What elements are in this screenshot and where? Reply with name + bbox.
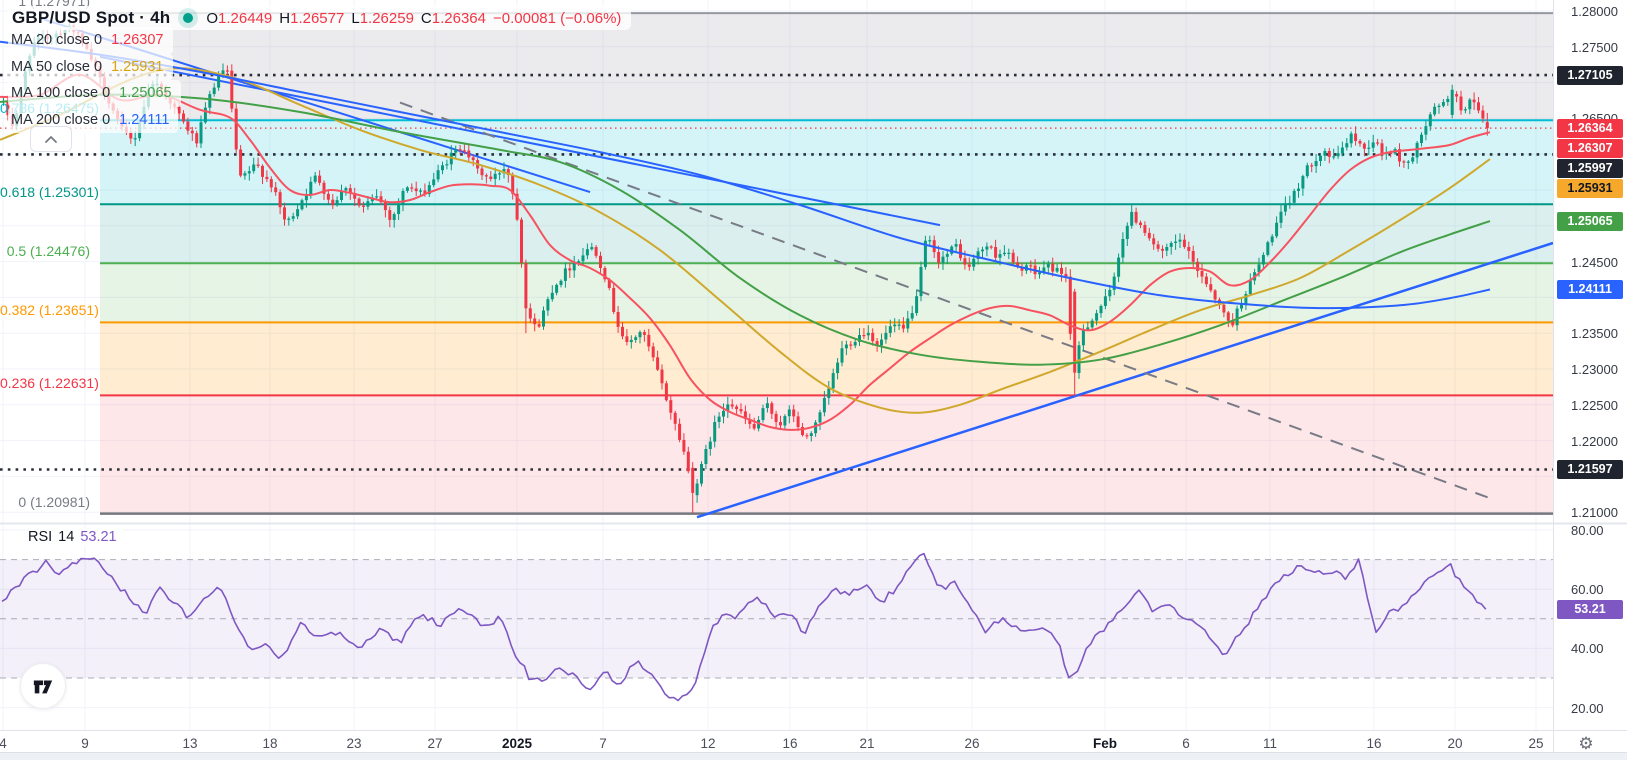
ma-legend-label: MA 20 close 0 bbox=[11, 32, 103, 49]
time-axis-label: 16 bbox=[782, 736, 798, 751]
price-axis-badge: 1.26364 bbox=[1557, 118, 1623, 138]
fib-level-label: 0.5 (1.24476) bbox=[6, 243, 90, 260]
time-axis-label: 26 bbox=[964, 736, 980, 751]
price-axis-label: 1.22500 bbox=[1571, 397, 1618, 413]
time-axis-label: 12 bbox=[700, 736, 716, 751]
price-axis-badge: 1.26307 bbox=[1557, 138, 1623, 158]
price-axis-badge: 1.25931 bbox=[1557, 178, 1623, 198]
ma-legend: MA 20 close 0 1.26307 MA 50 close 0 1.25931… bbox=[8, 27, 181, 134]
close-label: C bbox=[420, 9, 432, 27]
rsi-indicator-row[interactable]: RSI 14 53.21 bbox=[28, 528, 123, 546]
rsi-value: 53.21 bbox=[80, 529, 117, 545]
time-axis-label: 2025 bbox=[501, 736, 533, 751]
time-axis-label: 27 bbox=[427, 736, 443, 751]
price-axis-badge: 1.25065 bbox=[1557, 211, 1623, 231]
ma-legend-value: 1.25065 bbox=[119, 85, 172, 102]
ohlc-readout: O1.26449 H1.26577 L1.26259 C1.26364 −0.0… bbox=[206, 10, 621, 27]
bottom-edge-strip bbox=[0, 752, 1627, 760]
fib-level-label: 1 (1.27971) bbox=[18, 0, 90, 10]
price-axis-label: 1.24500 bbox=[1571, 254, 1618, 270]
fib-level-label: 0.618 (1.25301) bbox=[0, 184, 99, 201]
ma-legend-row[interactable]: MA 50 close 0 1.25931 bbox=[8, 53, 173, 81]
fib-level-label: 0.236 (1.22631) bbox=[0, 375, 99, 392]
time-axis-label: 25 bbox=[1528, 736, 1544, 751]
price-axis-label: 1.22000 bbox=[1571, 433, 1618, 449]
rsi-axis-badge: 53.21 bbox=[1557, 599, 1623, 619]
time-axis-label: Feb bbox=[1092, 736, 1117, 751]
tradingview-logo[interactable] bbox=[20, 663, 66, 709]
time-axis-label: 7 bbox=[599, 736, 607, 751]
time-axis-label: 18 bbox=[262, 736, 278, 751]
high-value: 1.26577 bbox=[290, 9, 345, 27]
symbol-name: GBP/USD Spot bbox=[12, 8, 135, 27]
open-value: 1.26449 bbox=[218, 9, 273, 27]
chart-header: GBP/USD Spot · 4h O1.26449 H1.26577 L1.2… bbox=[8, 6, 632, 30]
time-axis-label: 16 bbox=[1366, 736, 1382, 751]
interval-label[interactable]: 4h bbox=[150, 8, 171, 27]
price-axis-label: 1.21000 bbox=[1571, 505, 1618, 521]
ma-legend-value: 1.25931 bbox=[111, 58, 164, 75]
price-axis-label: 1.23000 bbox=[1571, 362, 1618, 377]
tradingview-logo-icon bbox=[33, 680, 53, 694]
fib-level-label: 0 (1.20981) bbox=[18, 493, 90, 510]
price-axis-badge: 1.27105 bbox=[1557, 65, 1623, 85]
rsi-axis-label: 40.00 bbox=[1571, 641, 1604, 657]
price-axis-badge: 1.25997 bbox=[1557, 158, 1623, 178]
symbol-interval-separator: · bbox=[139, 8, 146, 27]
rsi-axis-label: 60.00 bbox=[1571, 582, 1604, 598]
rsi-axis-label: 20.00 bbox=[1571, 700, 1604, 716]
symbol-title[interactable]: GBP/USD Spot · 4h bbox=[12, 8, 170, 28]
ma-legend-value: 1.26307 bbox=[111, 32, 164, 49]
close-value: 1.26364 bbox=[431, 9, 486, 27]
change-value: −0.00081 (−0.06%) bbox=[493, 9, 622, 27]
time-axis-label: 20 bbox=[1447, 736, 1463, 751]
ma-legend-row[interactable]: MA 100 close 0 1.25065 bbox=[8, 80, 181, 107]
chevron-up-icon bbox=[45, 135, 57, 143]
low-label: L bbox=[351, 9, 360, 27]
high-label: H bbox=[279, 9, 291, 27]
time-axis-label: 13 bbox=[182, 736, 198, 751]
time-axis-label: 9 bbox=[81, 736, 89, 751]
time-axis-label: 6 bbox=[1182, 736, 1190, 751]
price-axis-label: 1.23500 bbox=[1571, 326, 1618, 342]
ma-legend-label: MA 50 close 0 bbox=[11, 58, 103, 75]
price-axis-badge: 1.21597 bbox=[1557, 459, 1623, 479]
low-value: 1.26259 bbox=[359, 9, 414, 27]
rsi-axis-label: 80.00 bbox=[1571, 523, 1604, 538]
ma-legend-label: MA 200 close 0 bbox=[11, 112, 111, 129]
price-axis-label: 1.28000 bbox=[1571, 4, 1618, 19]
price-axis-badge: 1.24111 bbox=[1557, 279, 1623, 299]
fib-level-label: 0.382 (1.23651) bbox=[0, 302, 99, 319]
time-axis-label: 11 bbox=[1262, 736, 1277, 751]
time-axis-label: 4 bbox=[0, 736, 7, 751]
rsi-name: RSI bbox=[28, 529, 53, 545]
time-axis-label: 21 bbox=[859, 736, 875, 751]
ma-legend-label: MA 100 close 0 bbox=[11, 85, 111, 102]
open-label: O bbox=[206, 9, 219, 27]
ma-legend-value: 1.24111 bbox=[119, 112, 170, 129]
time-axis-label: 23 bbox=[346, 736, 362, 751]
collapse-legend-button[interactable] bbox=[30, 126, 72, 152]
axis-settings-gear-icon[interactable]: ⚙ bbox=[1578, 734, 1594, 753]
price-axis-label: 1.27500 bbox=[1571, 39, 1618, 55]
ma-legend-row[interactable]: MA 20 close 0 1.26307 bbox=[8, 27, 173, 54]
rsi-period: 14 bbox=[58, 529, 75, 545]
market-status-icon bbox=[183, 13, 194, 23]
